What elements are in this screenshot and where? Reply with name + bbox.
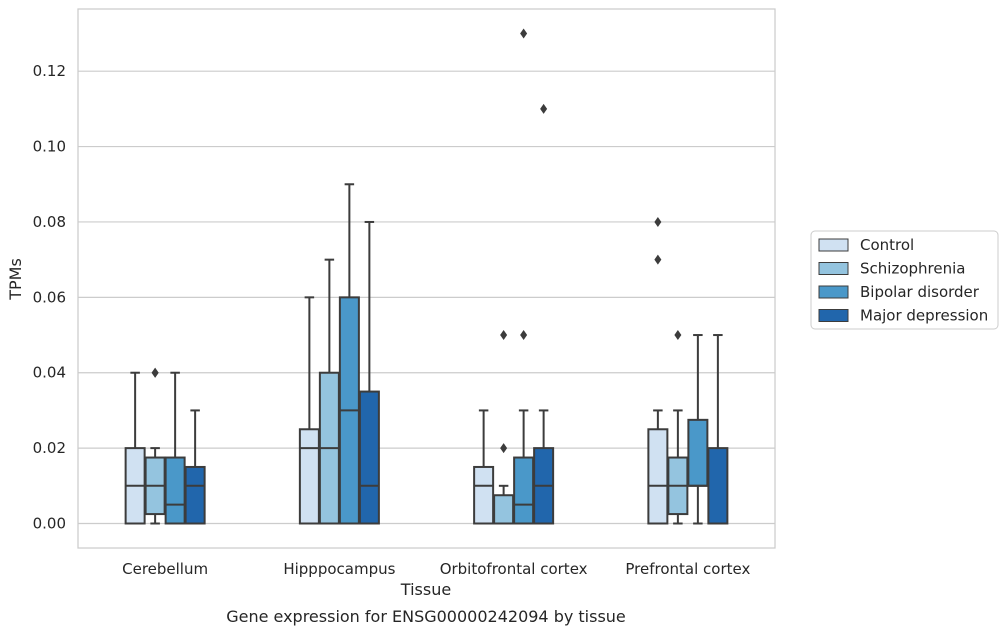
box-plot xyxy=(144,367,166,525)
x-tick-labels: Cerebellum Hipppocampus Orbitofrontal cort… xyxy=(122,560,750,578)
box-plots xyxy=(124,28,729,525)
box xyxy=(358,390,380,525)
box-plot xyxy=(338,183,360,525)
box xyxy=(513,456,535,525)
grid-lines xyxy=(78,70,775,525)
chart-caption: Gene expression for ENSG00000242094 by t… xyxy=(226,607,626,626)
outlier-point xyxy=(654,216,662,227)
box xyxy=(647,428,669,525)
box-plot xyxy=(184,409,206,525)
y-axis-label: TPMs xyxy=(6,258,25,301)
y-tick-labels: 0.00 0.02 0.04 0.06 0.08 0.10 0.12 xyxy=(33,62,66,532)
box-plot xyxy=(318,258,340,525)
x-tick-label: Cerebellum xyxy=(122,560,208,578)
outlier-point xyxy=(520,28,528,39)
legend-swatch xyxy=(818,262,849,275)
outlier-point xyxy=(151,367,159,378)
box xyxy=(493,494,515,525)
box-plot xyxy=(647,216,669,525)
box xyxy=(164,456,186,525)
legend-swatch xyxy=(818,285,849,299)
box xyxy=(707,447,729,525)
box-plot xyxy=(473,409,495,525)
outlier-point xyxy=(674,330,682,341)
box xyxy=(687,418,709,487)
outlier-point xyxy=(654,254,662,265)
box-plot xyxy=(513,28,535,525)
y-tick-label: 0.12 xyxy=(33,62,66,80)
box-plot xyxy=(707,334,729,525)
legend-label: Schizophrenia xyxy=(860,260,965,278)
outlier-point xyxy=(540,103,548,114)
box xyxy=(298,428,320,525)
legend-label: Control xyxy=(860,236,914,254)
box-plot xyxy=(687,334,709,525)
y-tick-label: 0.08 xyxy=(33,213,66,231)
legend-label: Bipolar disorder xyxy=(860,283,980,301)
box xyxy=(184,465,206,525)
outlier-point xyxy=(500,443,508,454)
box-plot xyxy=(358,220,380,525)
box-plot xyxy=(298,296,320,525)
box-plot xyxy=(667,330,689,525)
y-tick-label: 0.02 xyxy=(33,439,66,457)
legend-swatch xyxy=(818,309,849,322)
box-plot xyxy=(493,330,515,525)
legend-frame xyxy=(810,230,999,330)
box-plot xyxy=(124,371,146,525)
x-tick-label: Orbitofrontal cortex xyxy=(440,560,588,578)
outlier-point xyxy=(520,330,528,341)
x-tick-label: Prefrontal cortex xyxy=(625,560,750,578)
y-tick-label: 0.04 xyxy=(33,364,66,382)
y-tick-label: 0.00 xyxy=(33,515,66,533)
x-tick-label: Hipppocampus xyxy=(283,560,395,578)
legend: Control Schizophrenia Bipolar disorder Majo… xyxy=(810,230,999,330)
plot-frame xyxy=(77,8,776,549)
x-axis-label: Tissue xyxy=(400,580,451,599)
y-tick-label: 0.10 xyxy=(33,138,66,156)
y-tick-label: 0.06 xyxy=(33,288,66,306)
box xyxy=(473,465,495,525)
legend-swatch xyxy=(818,238,849,252)
legend-label: Major depression xyxy=(860,307,988,325)
outlier-point xyxy=(500,330,508,341)
box-plot xyxy=(533,103,555,525)
